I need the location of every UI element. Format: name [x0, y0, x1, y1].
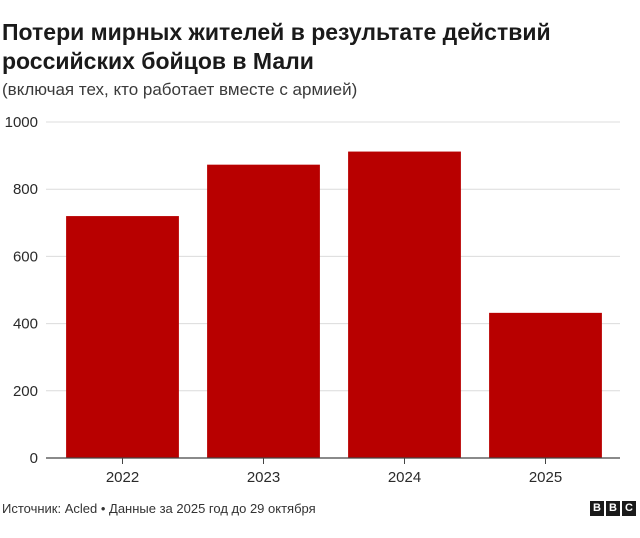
x-tick-label-2022: 2022	[106, 469, 139, 486]
y-tick-label-0: 0	[30, 450, 38, 467]
chart-subtitle: (включая тех, кто работает вместе с арми…	[2, 80, 358, 99]
bbc-logo: B B C	[590, 501, 636, 516]
y-tick-label-400: 400	[13, 316, 38, 333]
logo-letter-b2: B	[606, 501, 620, 516]
logo-letter-c: C	[622, 501, 636, 516]
y-tick-label-800: 800	[13, 181, 38, 198]
bar-chart: 0 200 400 600 800 1000 2022 2023 2024 2025	[5, 114, 620, 486]
x-tick-label-2025: 2025	[529, 469, 562, 486]
logo-letter-b1: B	[590, 501, 604, 516]
bar-2022	[66, 216, 179, 458]
x-tick-label-2023: 2023	[247, 469, 280, 486]
source-note: Источник: Acled • Данные за 2025 год до …	[2, 501, 316, 516]
bar-2025	[489, 312, 602, 458]
chart-title: Потери мирных жителей в результате дейст…	[2, 19, 551, 74]
y-tick-label-200: 200	[13, 383, 38, 400]
y-tick-label-1000: 1000	[5, 114, 38, 131]
bar-2024	[348, 151, 461, 458]
bar-2023	[207, 164, 320, 458]
y-tick-label-600: 600	[13, 248, 38, 265]
x-tick-label-2024: 2024	[388, 469, 421, 486]
